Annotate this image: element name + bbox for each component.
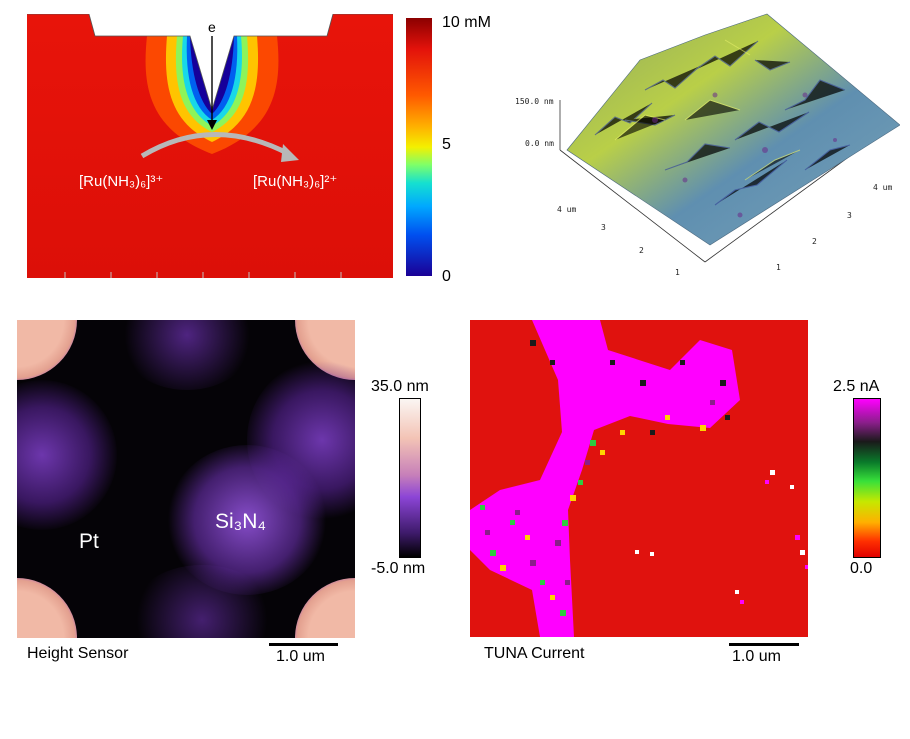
tuna-caption: TUNA Current <box>484 645 585 662</box>
tuna-current-map <box>470 320 808 637</box>
tuna-colorbar-max: 2.5 nA <box>833 378 880 395</box>
pad-bottom-left <box>17 578 77 638</box>
afm-3d-topography: 150.0 nm 0.0 nm <box>505 0 901 300</box>
surface-peaks <box>652 92 837 218</box>
right-axis-tick-1: 1 <box>776 263 781 272</box>
right-axis-tick-2: 2 <box>812 237 817 246</box>
z-label-top: 150.0 nm <box>515 97 554 106</box>
colorbar-mid-label: 5 <box>442 136 451 153</box>
tuna-scale-label: 1.0 um <box>732 648 781 665</box>
electron-arrowhead <box>207 120 217 130</box>
colorbar-min-label: 0 <box>442 268 451 285</box>
height-scale-label: 1.0 um <box>276 648 325 665</box>
left-axis-tick-2: 2 <box>639 246 644 255</box>
right-axis-tick-4: 4 um <box>873 183 892 192</box>
reaction-arrow <box>140 132 291 159</box>
afm-3d-graphic: 150.0 nm 0.0 nm <box>515 13 901 277</box>
reduced-species-label: [Ru(NH₃)₆]²⁺ <box>253 173 337 190</box>
right-axis-tick-3: 3 <box>847 211 852 220</box>
si3n4-label: Si₃N₄ <box>215 510 266 533</box>
afm-surface <box>566 13 901 246</box>
left-axis-tick-4: 4 um <box>557 205 576 214</box>
tuna-colorbar <box>853 398 881 558</box>
colorbar-max-label: 10 mM <box>442 14 491 31</box>
electron-label: e <box>208 19 216 35</box>
height-scalebar <box>269 643 338 646</box>
pad-bottom-right <box>295 578 355 638</box>
height-colorbar <box>399 398 421 558</box>
island-top <box>117 320 257 390</box>
tuna-colorbar-min: 0.0 <box>850 560 873 577</box>
tuna-scalebar <box>729 643 799 646</box>
left-axis-tick-1: 1 <box>675 268 680 277</box>
height-colorbar-min: -5.0 nm <box>371 560 426 577</box>
tuna-speckle <box>480 340 808 616</box>
height-sensor-map: Pt Si₃N₄ <box>17 320 355 638</box>
concentration-colorbar <box>406 18 432 276</box>
oxidized-species-label: [Ru(NH₃)₆]³⁺ <box>79 173 163 190</box>
bottom-ticks <box>64 272 342 278</box>
tuna-graphic <box>470 320 808 637</box>
reaction-arrowhead <box>281 144 299 162</box>
pad-top-left <box>17 320 77 380</box>
tuna-high-region <box>470 320 740 637</box>
surface-texture <box>594 40 851 206</box>
pt-label: Pt <box>79 530 99 553</box>
height-sensor-caption: Height Sensor <box>27 645 129 662</box>
island-left <box>17 380 117 530</box>
electrode-tip <box>27 14 393 112</box>
z-label-zero: 0.0 nm <box>525 139 554 148</box>
simulation-graphic: e [Ru(NH₃)₆]³⁺ [Ru(NH₃)₆]²⁺ <box>27 14 393 278</box>
concentration-simulation: e [Ru(NH₃)₆]³⁺ [Ru(NH₃)₆]²⁺ <box>27 14 393 278</box>
left-axis-tick-3: 3 <box>601 223 606 232</box>
height-colorbar-max: 35.0 nm <box>371 378 429 395</box>
